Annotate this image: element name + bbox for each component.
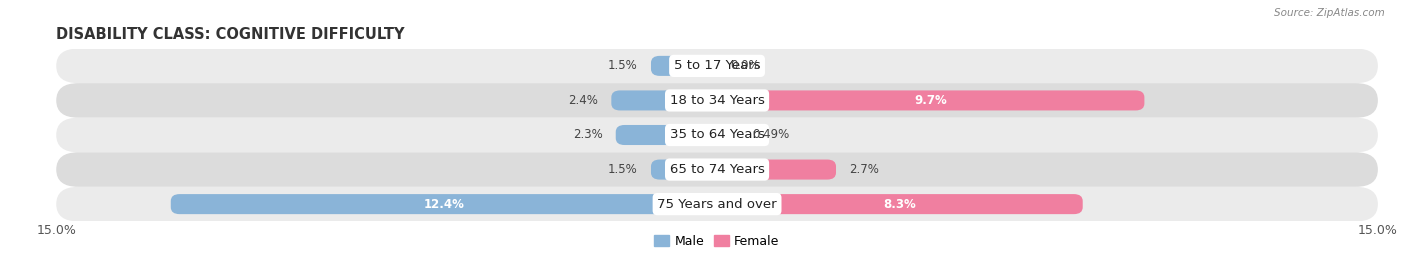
FancyBboxPatch shape: [56, 118, 1378, 152]
FancyBboxPatch shape: [616, 125, 717, 145]
Text: 9.7%: 9.7%: [914, 94, 948, 107]
Legend: Male, Female: Male, Female: [650, 230, 785, 253]
FancyBboxPatch shape: [170, 194, 717, 214]
FancyBboxPatch shape: [612, 90, 717, 110]
Text: 18 to 34 Years: 18 to 34 Years: [669, 94, 765, 107]
Text: 75 Years and over: 75 Years and over: [657, 198, 778, 211]
Text: 2.3%: 2.3%: [572, 129, 603, 141]
Text: 0.49%: 0.49%: [752, 129, 789, 141]
Text: 35 to 64 Years: 35 to 64 Years: [669, 129, 765, 141]
Text: 1.5%: 1.5%: [607, 59, 638, 72]
Text: 1.5%: 1.5%: [607, 163, 638, 176]
FancyBboxPatch shape: [717, 194, 1083, 214]
FancyBboxPatch shape: [56, 49, 1378, 83]
Text: 12.4%: 12.4%: [423, 198, 464, 211]
FancyBboxPatch shape: [717, 160, 837, 180]
FancyBboxPatch shape: [717, 125, 738, 145]
Text: 65 to 74 Years: 65 to 74 Years: [669, 163, 765, 176]
FancyBboxPatch shape: [56, 83, 1378, 118]
FancyBboxPatch shape: [56, 152, 1378, 187]
Text: 8.3%: 8.3%: [883, 198, 917, 211]
Text: DISABILITY CLASS: COGNITIVE DIFFICULTY: DISABILITY CLASS: COGNITIVE DIFFICULTY: [56, 27, 405, 42]
Text: 5 to 17 Years: 5 to 17 Years: [673, 59, 761, 72]
FancyBboxPatch shape: [56, 187, 1378, 221]
Text: 2.7%: 2.7%: [849, 163, 879, 176]
Text: 2.4%: 2.4%: [568, 94, 598, 107]
Text: Source: ZipAtlas.com: Source: ZipAtlas.com: [1274, 8, 1385, 18]
Text: 0.0%: 0.0%: [730, 59, 759, 72]
FancyBboxPatch shape: [717, 90, 1144, 110]
FancyBboxPatch shape: [651, 160, 717, 180]
FancyBboxPatch shape: [651, 56, 717, 76]
